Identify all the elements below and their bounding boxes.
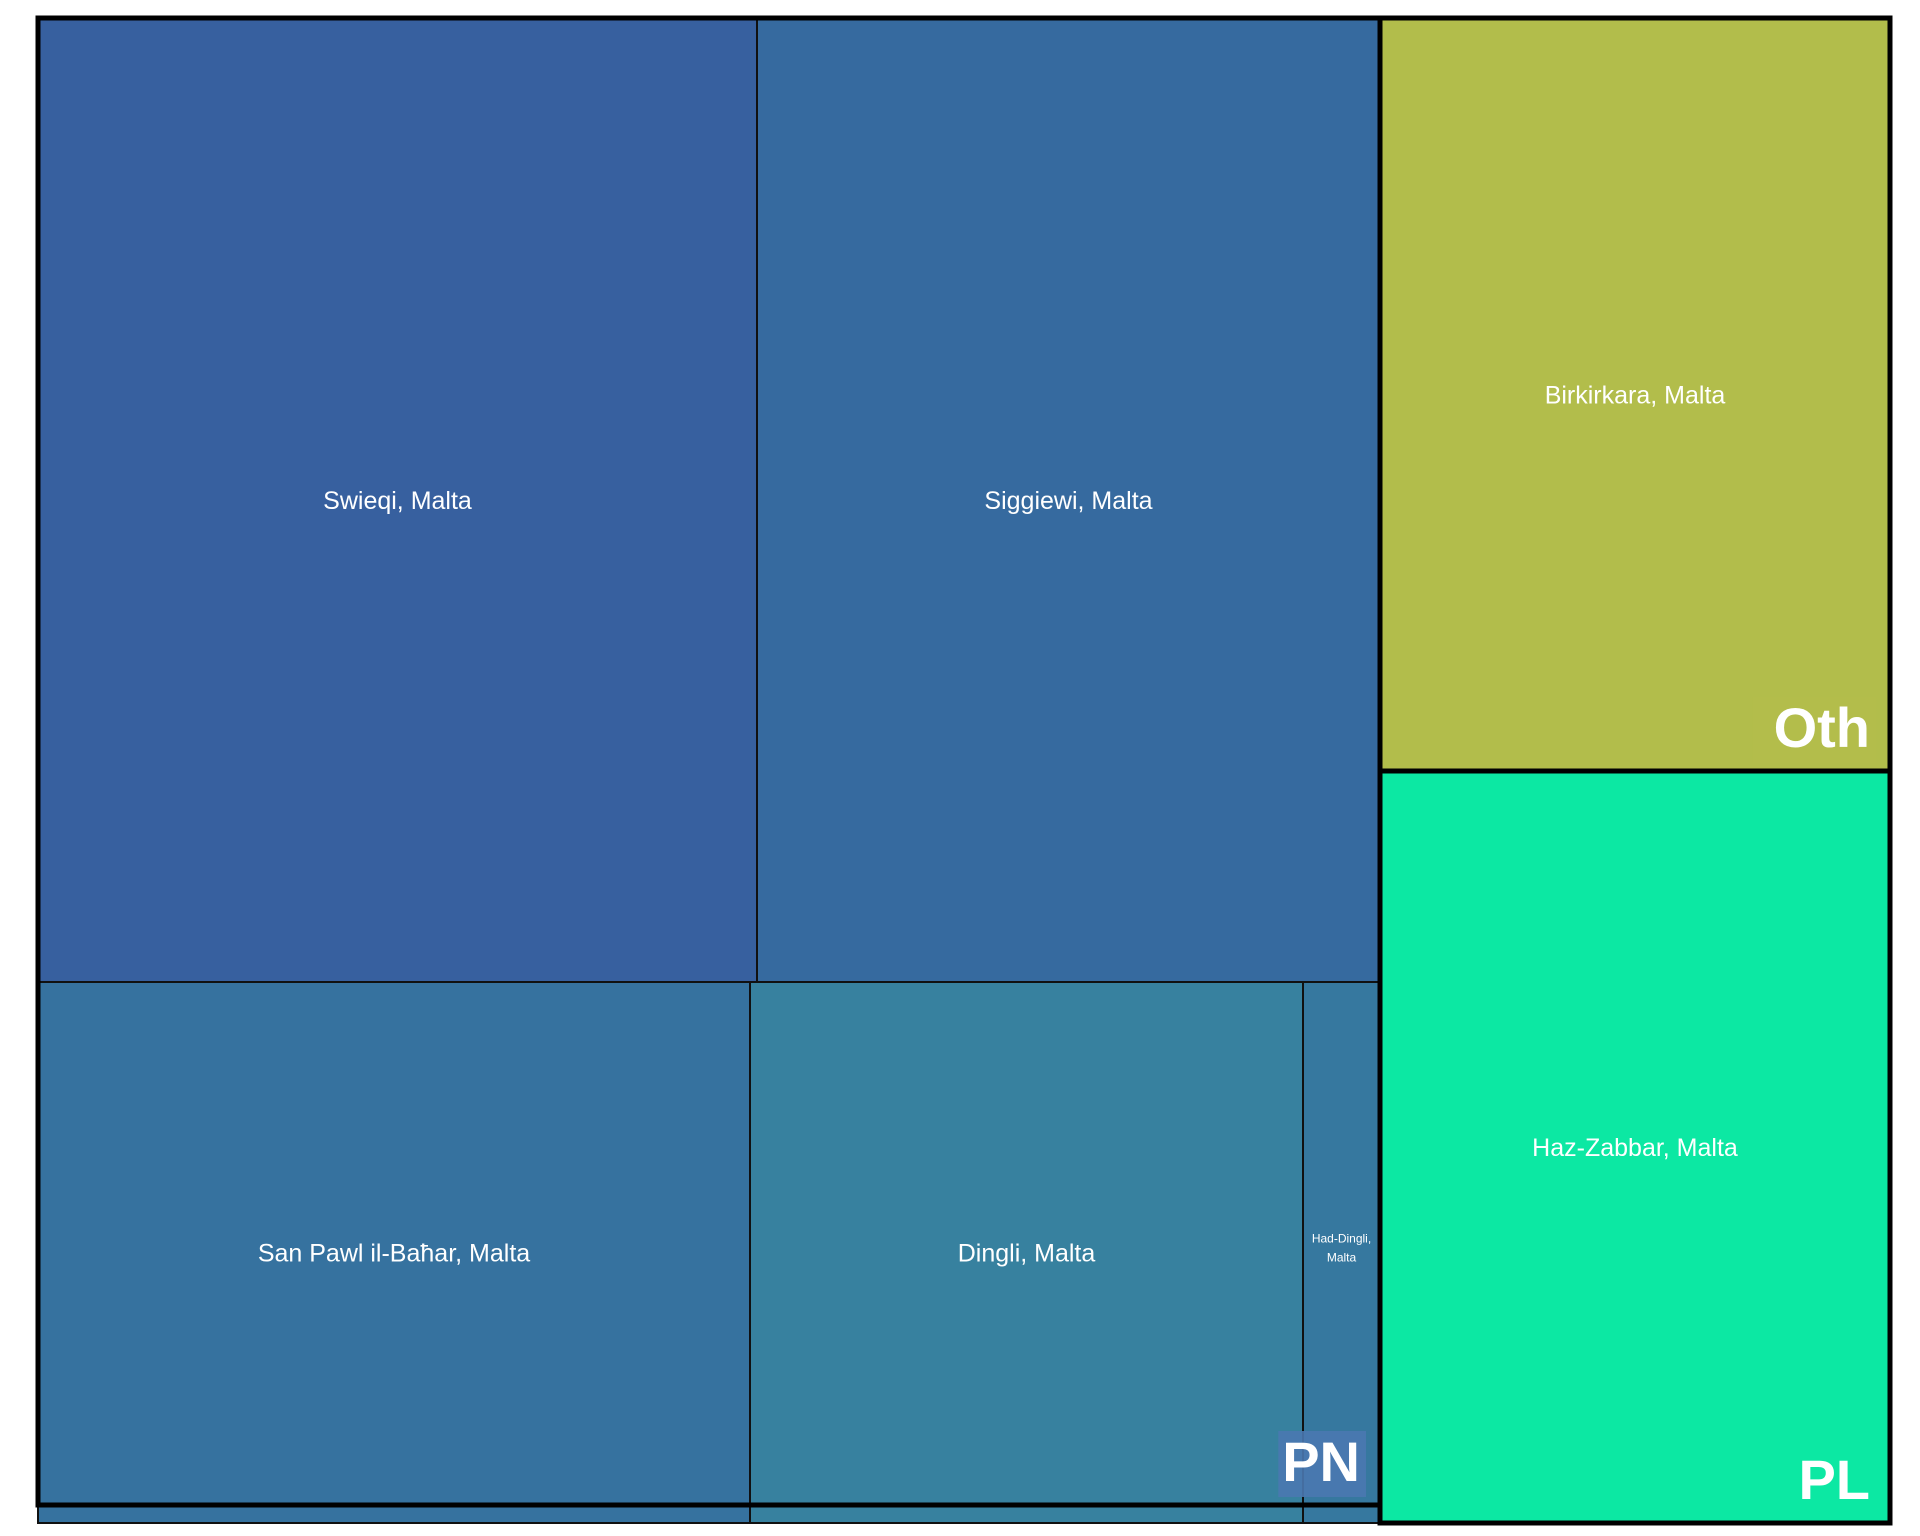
tile-label: Siggiewi, Malta [984, 487, 1152, 515]
tile-swieqi-malta [37, 17, 758, 983]
tile-label: Had-Dingli, Malta [1312, 1232, 1371, 1265]
treemap-tiles: Swieqi, Malta Siggiewi, Malta San Pawl il-… [37, 17, 1891, 1524]
tile-label: Haz-Zabbar, Malta [1532, 1134, 1738, 1162]
tile-haz-zabbar-malta [1379, 770, 1891, 1524]
group-label-oth: Oth [1774, 696, 1870, 759]
group-label-bg [1788, 1449, 1876, 1515]
group-frame-pl [1377, 768, 1893, 1526]
tile-label: San Pawl il-Baħar, Malta [258, 1240, 530, 1268]
group-labels: PN Oth PL [1278, 696, 1876, 1515]
tile-label: Swieqi, Malta [323, 487, 472, 515]
tile-label: Birkirkara, Malta [1545, 382, 1726, 410]
group-label-bg [1278, 1431, 1366, 1497]
group-label-pl: PL [1798, 1448, 1870, 1511]
group-label-pn: PN [1282, 1430, 1360, 1493]
group-label-bg [1752, 697, 1876, 763]
group-frames [35, 15, 1893, 1526]
tile-san-pawl-il-ba-ar-malta [37, 981, 751, 1524]
tile-label: Dingli, Malta [958, 1240, 1096, 1268]
tile-dingli-malta [749, 981, 1304, 1524]
tile-birkirkara-malta [1379, 17, 1891, 772]
